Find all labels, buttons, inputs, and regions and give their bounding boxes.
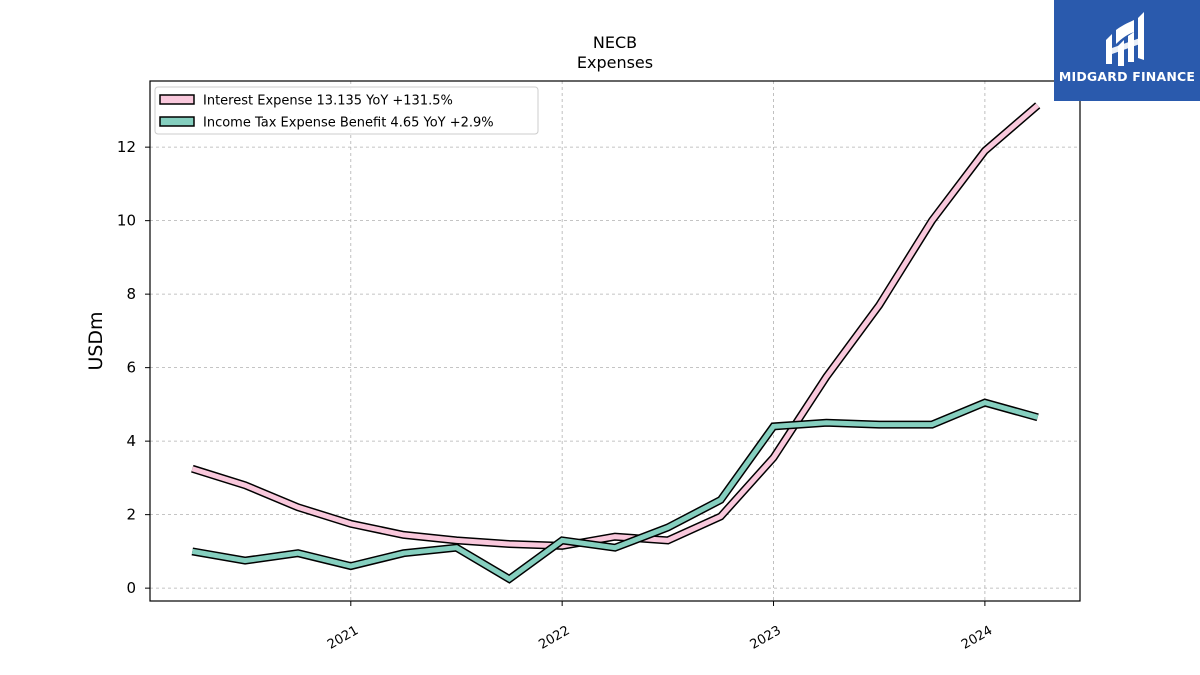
series-lines (191, 102, 1041, 584)
chart-title: NECB (593, 33, 637, 52)
x-tick-label: 2024 (959, 623, 995, 653)
y-tick-label: 6 (126, 359, 136, 377)
legend: Interest Expense 13.135 YoY +131.5% Inco… (154, 86, 539, 135)
y-tick-label: 4 (126, 432, 136, 450)
brand-logo: MIDGARD FINANCE (1054, 0, 1200, 101)
chart-subtitle: Expenses (577, 53, 653, 72)
legend-swatch-income-tax-expense-benefit (159, 116, 195, 127)
legend-box (154, 86, 539, 135)
series-line-income-tax-expense-benefit (191, 399, 1039, 582)
x-axis: 2021 2022 2023 2024 (325, 601, 995, 653)
brand-logo-text: MIDGARD FINANCE (1058, 69, 1196, 84)
series-outline-income-tax-expense-benefit (191, 398, 1039, 584)
midgard-logo-icon (1054, 0, 1200, 101)
y-tick-label: 8 (126, 285, 136, 303)
y-axis-label: USDm (85, 311, 107, 370)
legend-swatch-interest-expense (159, 94, 195, 105)
y-tick-label: 2 (126, 506, 136, 524)
x-tick-label: 2023 (748, 623, 784, 653)
y-tick-label: 10 (117, 212, 136, 230)
x-tick-label: 2021 (325, 623, 361, 653)
plot-frame (149, 80, 1081, 602)
legend-label-interest-expense: Interest Expense 13.135 YoY +131.5% (203, 94, 453, 109)
series-outline-interest-expense (191, 102, 1041, 550)
legend-label-income-tax-expense-benefit: Income Tax Expense Benefit 4.65 YoY +2.9… (203, 116, 494, 131)
series-line-interest-expense (191, 103, 1040, 549)
x-tick-label: 2022 (536, 623, 572, 653)
grid (150, 81, 1080, 601)
y-tick-label: 12 (117, 138, 136, 156)
y-tick-label: 0 (126, 579, 136, 597)
y-axis: 0 2 4 6 8 10 12 (117, 138, 150, 597)
